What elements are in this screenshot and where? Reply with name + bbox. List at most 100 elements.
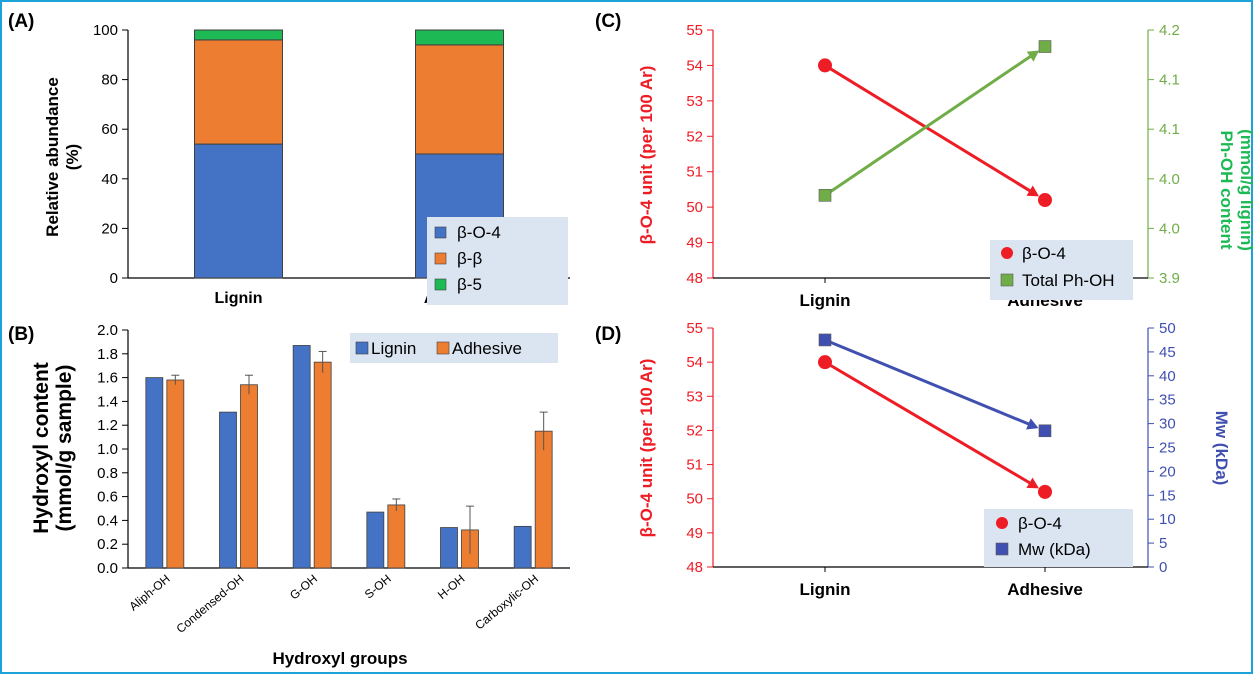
panel-c-y-right-tick-label: 4.1 xyxy=(1159,121,1180,138)
panel-d-y-right-tick-label: 30 xyxy=(1159,416,1176,433)
panel-c-y-left-tick-label: 54 xyxy=(686,57,703,74)
panel-d-point xyxy=(1038,484,1052,499)
panel-b-bar xyxy=(366,511,385,569)
panel-d-y-right-tick-label: 0 xyxy=(1159,559,1167,576)
panel-b-y-tick-label: 1.6 xyxy=(97,370,118,387)
panel-d-series-line xyxy=(824,360,1032,486)
panel-c-ylabel-right-line2: (mmol/g lignin) xyxy=(1237,129,1253,251)
panel-d-y-right-tick-label: 35 xyxy=(1159,392,1176,409)
panel-d-ylabel-right: Mw (kDa) xyxy=(1212,411,1231,486)
panel-b-y-tick-label: 0.6 xyxy=(97,489,118,506)
panel-d-y-right-tick-label: 45 xyxy=(1159,344,1176,361)
panel-d-y-left-tick-label: 51 xyxy=(686,457,703,474)
panel-d-point xyxy=(818,333,832,347)
panel-c-legend-label: Total Ph-OH xyxy=(1022,271,1115,290)
panel-a-legend xyxy=(427,217,568,305)
panel-d-y-right-tick-label: 5 xyxy=(1159,535,1167,552)
panel-a-x-tick-label: Lignin xyxy=(215,290,263,307)
panel-b-bar xyxy=(145,377,164,569)
panel-b-y-tick-label: 0.0 xyxy=(97,560,118,577)
panel-b-bar xyxy=(513,525,532,569)
panel-d-y-left-tick-label: 55 xyxy=(686,320,703,337)
panel-b-legend-label: Adhesive xyxy=(452,339,522,358)
panel-c-series-line xyxy=(824,54,1033,197)
panel-b-xlabel: Hydroxyl groups xyxy=(272,649,407,668)
panel-c-legend-marker xyxy=(1000,273,1014,287)
panel-d-x-tick-label: Adhesive xyxy=(1007,580,1083,599)
panel-c-y-left-tick-label: 55 xyxy=(686,22,703,39)
panel-c-point xyxy=(818,189,832,202)
panel-b-y-tick-label: 1.2 xyxy=(97,417,118,434)
panel-a-legend-swatch xyxy=(434,252,447,265)
panel-a-bar-segment xyxy=(194,29,283,41)
panel-b-legend-swatch xyxy=(436,341,450,355)
panel-d-legend-label: Mw (kDa) xyxy=(1018,540,1091,559)
panel-d-y-right-tick-label: 20 xyxy=(1159,463,1176,480)
panel-d-y-right-tick-label: 15 xyxy=(1159,487,1176,504)
panel-c-ylabel-left: β-O-4 unit (per 100 Ar) xyxy=(637,66,656,245)
panel-a-bar-segment xyxy=(194,143,283,279)
panel-c-series-line xyxy=(824,64,1033,193)
panel-a-bar-segment xyxy=(415,29,504,46)
panel-d-point xyxy=(818,355,832,370)
panel-c-y-right-tick-label: 4.0 xyxy=(1159,171,1180,188)
panel-d-y-right-tick-label: 25 xyxy=(1159,440,1176,457)
panel-a-legend-label: β-O-4 xyxy=(457,223,501,242)
panel-d-legend xyxy=(984,509,1133,567)
panel-a-legend-swatch xyxy=(434,278,447,291)
panel-a-legend-swatch xyxy=(434,226,447,239)
panel-a-y-tick-label: 20 xyxy=(101,220,118,237)
panel-d-y-left-tick-label: 54 xyxy=(686,354,703,371)
panel-c-tag: (C) xyxy=(595,11,621,32)
panel-c-legend-label: β-O-4 xyxy=(1022,244,1066,263)
panel-b-legend-swatch xyxy=(355,341,369,355)
panel-c-y-left-tick-label: 53 xyxy=(686,93,703,110)
panel-c-legend xyxy=(990,240,1133,300)
panel-c-arrow-head xyxy=(1026,50,1040,62)
panel-d-y-left-tick-label: 48 xyxy=(686,559,703,576)
panel-c-y-right-tick-label: 4.2 xyxy=(1159,22,1180,39)
panel-a-legend-label: β-β xyxy=(457,249,482,268)
panel-d-y-left-tick-label: 50 xyxy=(686,491,703,508)
panel-b-bar xyxy=(219,411,237,569)
panel-a-ylabel-line1: Relative abundance xyxy=(43,77,62,237)
panel-b-legend-label: Lignin xyxy=(371,339,416,358)
panel-c-y-right-tick-label: 4.0 xyxy=(1159,220,1180,237)
panel-d-legend-marker xyxy=(996,517,1008,529)
panel-d-legend-label: β-O-4 xyxy=(1018,514,1062,533)
panel-b-ylabel-line1: Hydroxyl content xyxy=(30,362,53,534)
panel-a-legend-label: β-5 xyxy=(457,275,482,294)
panel-a-y-tick-label: 40 xyxy=(101,171,118,188)
panel-b-y-tick-label: 1.0 xyxy=(97,441,118,458)
panel-d-x-tick-label: Lignin xyxy=(800,580,851,599)
panel-c-point xyxy=(818,58,832,73)
panel-b-bar xyxy=(387,504,406,569)
panel-b-y-tick-label: 1.8 xyxy=(97,346,118,363)
panel-b-legend xyxy=(350,333,558,363)
panel-d-y-left-tick-label: 52 xyxy=(686,422,703,439)
panel-b-y-tick-label: 1.4 xyxy=(97,393,118,410)
panel-b-ylabel-line2: (mmol/g sample) xyxy=(53,365,76,532)
panel-a-bar-segment xyxy=(415,44,504,155)
panel-c-legend-marker xyxy=(1001,247,1013,259)
panel-d-point xyxy=(1038,424,1052,438)
panel-b-bar xyxy=(292,345,311,569)
panel-d-ylabel-left: β-O-4 unit (per 100 Ar) xyxy=(637,359,656,538)
panel-b-bar xyxy=(440,527,458,569)
panel-d-y-left-tick-label: 53 xyxy=(686,388,703,405)
panel-c-point xyxy=(1038,193,1052,208)
panel-c-x-tick-label: Lignin xyxy=(800,291,851,310)
panel-b-bar xyxy=(534,430,553,569)
panel-b-y-tick-label: 2.0 xyxy=(97,322,118,339)
panel-b-bar xyxy=(166,379,185,569)
panel-d-y-right-tick-label: 50 xyxy=(1159,320,1176,337)
panel-c-y-left-tick-label: 52 xyxy=(686,128,703,145)
panel-a-tag: (A) xyxy=(8,11,34,32)
panel-d-legend-marker xyxy=(995,542,1009,556)
panel-b-bar xyxy=(313,361,332,569)
panel-d-y-left-tick-label: 49 xyxy=(686,525,703,542)
panel-a-y-tick-label: 80 xyxy=(101,72,118,89)
panel-d-arrow-head xyxy=(1026,418,1039,430)
